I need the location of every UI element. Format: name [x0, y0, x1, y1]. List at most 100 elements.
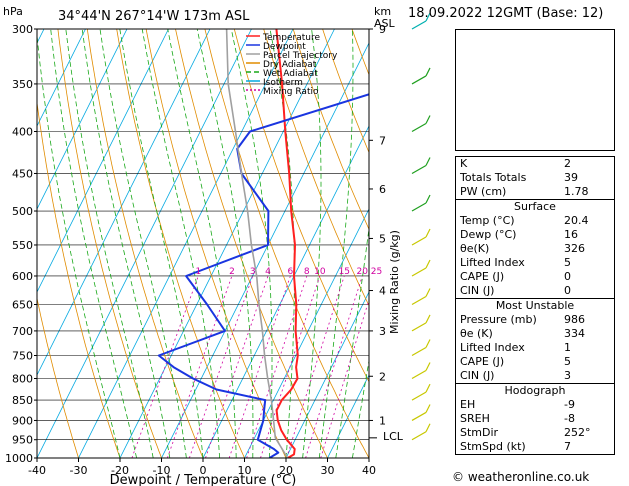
surface-label: Lifted Index [460, 256, 525, 269]
km-tick-label: 6 [379, 183, 386, 196]
wet-adiabat-line [37, 31, 121, 458]
index-value: 2 [564, 157, 571, 170]
dry-adiabat-line [37, 99, 121, 458]
legend-label: Dry Adiabat [263, 60, 317, 70]
surface-value: 5 [564, 256, 571, 269]
surface-row: Dewp (°C) 16 [456, 228, 614, 242]
parcel-trajectory-line [225, 29, 289, 458]
wind-barb-flag [425, 314, 431, 324]
isotherm-line [202, 125, 369, 458]
wind-barb [411, 431, 427, 441]
pressure-tick-label: 1000 [5, 452, 33, 465]
dry-adiabat-line [233, 29, 369, 383]
most-unstable-label: Lifted Index [460, 341, 525, 354]
most-unstable-title: Most Unstable [495, 299, 575, 312]
index-value: 1.78 [564, 185, 589, 198]
isotherm-line [244, 208, 369, 458]
indices-panel: K 2 Totals Totals 39 PW (cm) 1.78 Surface Tem… [455, 156, 615, 455]
hodograph-value: -9 [564, 398, 575, 411]
wet-adiabat-line [269, 29, 295, 458]
hodograph-row: StmSpd (kt) 7 [456, 440, 614, 454]
isotherm-line [285, 291, 369, 458]
legend-label: Mixing Ratio [263, 87, 319, 97]
wind-barb-flag [425, 404, 431, 413]
dry-adiabat-line [617, 29, 629, 458]
footer: © weatheronline.co.uk [452, 470, 589, 484]
wind-barb [411, 346, 427, 357]
pressure-tick-label: 600 [12, 270, 33, 283]
most-unstable-row: θe (K) 334 [456, 327, 614, 341]
hodograph-value: -8 [564, 412, 575, 425]
hodograph-label: SREH [460, 412, 490, 425]
legend-label: Isotherm [263, 78, 303, 88]
wet-adiabat-line [119, 29, 204, 458]
hodograph-value: 7 [564, 440, 571, 453]
surface-row: θe(K) 326 [456, 242, 614, 256]
temperature-tick-label: 40 [362, 464, 376, 477]
km-tick-label: 7 [379, 134, 386, 147]
temperature-tick-label: 30 [321, 464, 335, 477]
mixing-ratio-tick-label: 25 [371, 267, 382, 277]
legend-label: Dewpoint [263, 42, 306, 52]
legend-label: Parcel Trajectory [263, 51, 338, 61]
lcl-label: LCL [383, 430, 404, 443]
most-unstable-section: Most Unstable Pressure (mb) 986 θe (K) 334 L… [456, 298, 614, 383]
most-unstable-label: CAPE (J) [460, 355, 505, 368]
hodograph-label: EH [460, 398, 476, 411]
temperature-tick-label: -40 [28, 464, 46, 477]
temperature-tick-label: -20 [111, 464, 129, 477]
wind-barb [411, 369, 427, 380]
wind-barb-flag [425, 423, 431, 432]
surface-label: CIN (J) [460, 284, 495, 297]
wind-barb [411, 267, 427, 277]
wet-adiabat-line [99, 29, 187, 458]
pressure-tick-label: 650 [12, 299, 33, 312]
most-unstable-label: CIN (J) [460, 369, 495, 382]
hodograph-panel [455, 29, 615, 151]
wind-barb-flag [425, 115, 431, 124]
hodograph-value: 252° [564, 426, 591, 439]
isotherm-line [37, 29, 252, 458]
most-unstable-value: 1 [564, 341, 571, 354]
pressure-tick-label: 850 [12, 394, 33, 407]
wet-adiabat-line [65, 29, 154, 458]
dry-adiabat-line [37, 296, 79, 458]
wet-adiabat-line [50, 29, 137, 458]
pressure-tick-label: 700 [12, 325, 33, 338]
wind-barb-flag [425, 288, 431, 297]
mixing-ratio-tick-label: 1 [195, 267, 201, 277]
pressure-unit-label: hPa [3, 5, 23, 18]
surface-value: 20.4 [564, 214, 589, 227]
surface-label: CAPE (J) [460, 270, 505, 283]
index-label: Totals Totals [460, 171, 527, 184]
surface-row: Lifted Index 5 [456, 256, 614, 270]
dewpoint-line [157, 93, 369, 458]
mixing-ratio-line [305, 275, 363, 458]
site-link[interactable]: weatheronline.co.uk [467, 470, 590, 484]
isotherm-line [327, 374, 369, 458]
copyright-icon: © [452, 470, 464, 484]
wet-adiabat-line [167, 29, 237, 458]
wind-barb [411, 295, 427, 306]
km-tick-label: 2 [379, 370, 386, 383]
pressure-tick-label: 550 [12, 239, 33, 252]
asl-unit-label: ASL [374, 17, 396, 30]
most-unstable-value: 986 [564, 313, 585, 326]
mixing-ratio-tick-label: 3 [250, 267, 256, 277]
x-axis-title: Dewpoint / Temperature (°C) [110, 473, 297, 486]
hodograph-label: StmDir [460, 426, 499, 439]
surface-value: 16 [564, 228, 578, 241]
pressure-tick-label: 950 [12, 434, 33, 447]
wind-barb [411, 391, 427, 401]
surface-label: Temp (°C) [460, 214, 515, 227]
pressure-tick-label: 900 [12, 414, 33, 427]
temperature-tick-label: 10 [238, 464, 252, 477]
mixing-ratio-tick-label: 2 [229, 267, 235, 277]
temperature-tick-label: -30 [70, 464, 88, 477]
plot-frame [36, 28, 370, 459]
hodograph-row: SREH -8 [456, 412, 614, 426]
legend-label: Temperature [262, 33, 320, 43]
wet-adiabat-line [230, 29, 273, 458]
mixing-ratio-axis-title: Mixing Ratio (g/kg) [388, 230, 401, 334]
